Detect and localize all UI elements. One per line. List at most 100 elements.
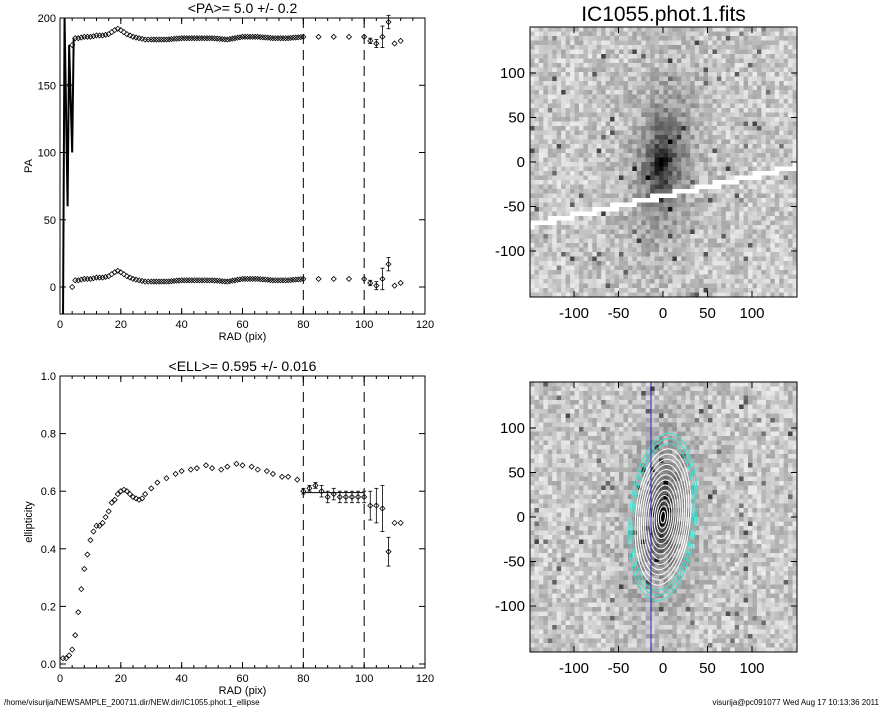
image-pixel — [570, 395, 575, 401]
image-pixel — [605, 404, 611, 410]
data-point — [81, 33, 88, 40]
image-pixel — [690, 81, 696, 86]
image-pixel — [565, 409, 571, 414]
image-pixel — [605, 238, 611, 244]
image-pixel — [561, 144, 567, 149]
image-pixel — [730, 72, 736, 77]
image-pixel — [543, 171, 549, 176]
image-pixel — [641, 72, 647, 77]
image-pixel — [623, 229, 629, 235]
image-pixel — [694, 112, 700, 118]
image-pixel — [632, 157, 638, 163]
image-pixel — [743, 45, 749, 50]
image-pixel — [667, 220, 673, 226]
image-pixel — [694, 436, 700, 441]
image-pixel — [681, 135, 687, 140]
image-pixel — [774, 202, 780, 208]
image-pixel — [632, 211, 638, 217]
image-pixel — [761, 211, 767, 217]
image-pixel — [632, 85, 638, 91]
image-pixel — [788, 400, 794, 405]
image-pixel — [650, 162, 656, 167]
image-pixel — [783, 427, 789, 432]
image-pixel — [788, 422, 794, 428]
image-pixel — [587, 27, 593, 32]
image-pixel — [587, 220, 593, 226]
image-pixel — [667, 431, 673, 437]
image-pixel — [672, 112, 678, 118]
image-pixel — [703, 288, 709, 293]
image-pixel — [716, 395, 722, 401]
image-pixel — [623, 238, 629, 244]
image-pixel — [565, 234, 571, 239]
image-pixel — [538, 418, 544, 423]
image-pixel — [636, 153, 642, 158]
image-pixel — [570, 36, 575, 41]
data-point — [90, 275, 97, 282]
image-pixel — [743, 76, 749, 82]
image-pixel — [761, 148, 767, 154]
image-pixel — [708, 193, 713, 199]
image-pixel — [752, 108, 758, 113]
image-pixel — [534, 220, 540, 226]
image-pixel — [703, 283, 709, 289]
image-pixel — [534, 189, 540, 194]
image-pixel — [779, 265, 785, 271]
image-pixel — [552, 386, 558, 392]
image-pixel — [614, 148, 620, 154]
image-pixel — [716, 422, 722, 428]
image-pixel — [565, 103, 571, 109]
image-pixel — [619, 382, 624, 387]
image-pixel — [694, 431, 700, 437]
image-pixel — [627, 292, 633, 298]
image-pixel — [748, 431, 753, 437]
image-pixel — [694, 108, 700, 113]
image-pixel — [676, 67, 682, 73]
image-pixel — [650, 171, 656, 176]
image-pixel — [601, 202, 607, 208]
image-pixel — [552, 121, 558, 127]
image-pixel — [605, 409, 611, 414]
image-pixel — [645, 436, 651, 441]
image-pixel — [574, 144, 580, 149]
image-pixel — [725, 422, 731, 428]
image-pixel — [676, 139, 682, 145]
image-pixel — [556, 85, 562, 91]
image-pixel — [748, 234, 753, 239]
image-pixel — [770, 211, 776, 217]
image-pixel — [601, 409, 607, 414]
image-pixel — [578, 76, 584, 82]
image-pixel — [765, 94, 771, 100]
image-pixel — [614, 175, 620, 181]
image-pixel — [663, 171, 669, 176]
image-pixel — [725, 112, 731, 118]
image-pixel — [610, 270, 616, 275]
image-pixel — [774, 180, 780, 185]
image-pixel — [623, 175, 629, 181]
image-pixel — [565, 58, 571, 64]
image-pixel — [752, 261, 758, 266]
image-pixel — [627, 166, 633, 172]
image-pixel — [552, 243, 558, 248]
image-pixel — [725, 130, 731, 136]
image-pixel — [583, 436, 589, 441]
image-pixel — [756, 382, 762, 387]
image-pixel — [721, 36, 727, 41]
image-pixel — [725, 256, 731, 262]
image-pixel — [619, 184, 624, 190]
image-pixel — [712, 283, 718, 289]
image-pixel — [565, 400, 571, 405]
image-pixel — [592, 135, 598, 140]
image-pixel — [614, 436, 620, 441]
image-pixel — [561, 413, 567, 419]
image-pixel — [667, 238, 673, 244]
image-pixel — [565, 427, 571, 432]
image-pixel — [534, 94, 540, 100]
image-pixel — [610, 54, 616, 59]
data-point — [102, 514, 109, 521]
image-pixel — [748, 220, 753, 226]
image-pixel — [676, 252, 682, 257]
image-pixel — [641, 220, 647, 226]
image-pixel — [774, 54, 780, 59]
image-pixel — [703, 166, 709, 172]
